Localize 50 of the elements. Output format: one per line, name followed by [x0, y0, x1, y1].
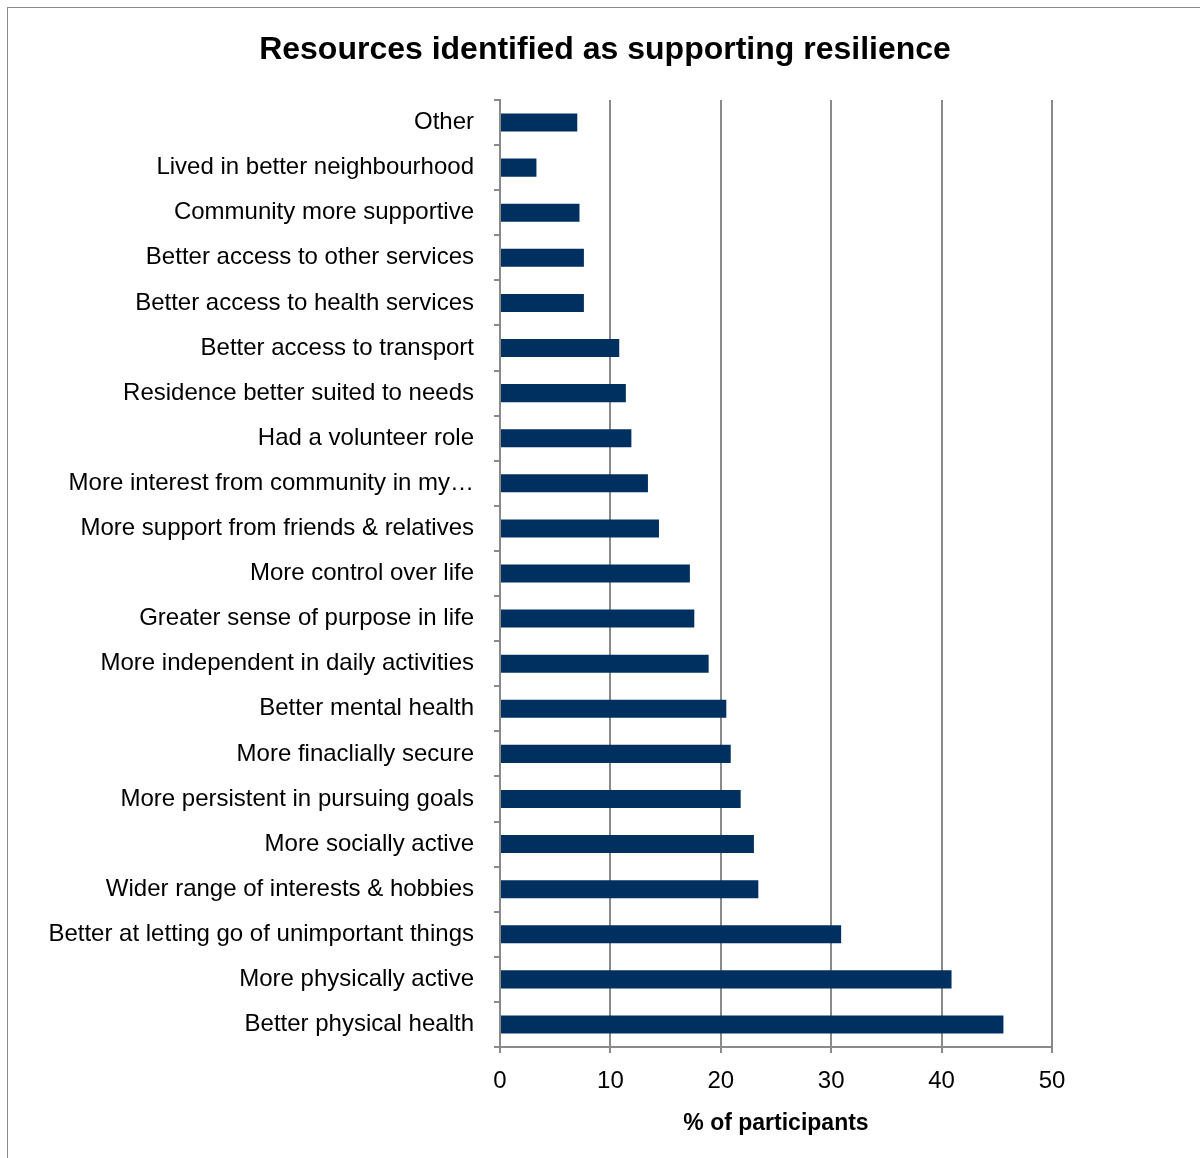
bar [501, 925, 842, 944]
x-tick-label: 0 [493, 1066, 507, 1094]
y-tick-label: Better access to other services [145, 242, 474, 270]
y-tick-label: Better mental health [259, 693, 474, 721]
y-tick-label: Lived in better neighbourhood [156, 152, 474, 180]
bar [501, 835, 754, 854]
bar [501, 113, 578, 132]
bar [501, 880, 759, 899]
y-tick-label: More control over life [249, 558, 474, 586]
y-tick-label: Better at letting go of unimportant things [48, 918, 474, 946]
y-tick-label: Had a volunteer role [257, 422, 474, 450]
bar [501, 564, 690, 583]
bar [501, 654, 709, 673]
x-tick-label: 50 [1038, 1066, 1066, 1094]
bar [501, 744, 731, 763]
y-tick-label: Greater sense of purpose in life [139, 603, 474, 631]
y-tick-label: Better access to transport [200, 332, 475, 360]
y-tick-label: Community more supportive [173, 197, 474, 225]
bar [501, 293, 584, 312]
y-tick-label: More physically active [239, 963, 474, 991]
bar [501, 384, 626, 403]
chart-title: Resources identified as supporting resilience [259, 29, 951, 66]
y-tick-label: More interest from community in my… [68, 467, 474, 495]
x-tick-label: 30 [817, 1066, 845, 1094]
bar [501, 789, 741, 808]
y-tick-label: Residence better suited to needs [123, 377, 474, 405]
y-tick-label: Wider range of interests & hobbies [105, 873, 474, 901]
bar [501, 970, 952, 989]
y-tick-label: Other [413, 107, 474, 135]
bar [501, 699, 727, 718]
y-tick-label: More persistent in pursuing goals [120, 783, 474, 811]
x-tick-label: 20 [707, 1066, 735, 1094]
y-tick-label: More socially active [264, 828, 474, 856]
y-tick-label: More finaclially secure [236, 738, 474, 766]
x-tick-label: 40 [928, 1066, 955, 1094]
x-tick-label: 10 [597, 1066, 624, 1094]
x-axis-title: % of participants [683, 1108, 869, 1135]
bar [501, 158, 537, 177]
bar [501, 609, 695, 628]
bar [501, 248, 584, 267]
y-tick-label: Better access to health services [135, 287, 474, 315]
y-tick-label: More support from friends & relatives [80, 513, 474, 541]
bar [501, 519, 659, 538]
bar [501, 1015, 1004, 1034]
bar [501, 474, 648, 493]
bar [501, 203, 580, 222]
y-tick-label: More independent in daily activities [100, 648, 474, 676]
y-tick-label: Better physical health [244, 1009, 474, 1037]
bar [501, 339, 620, 358]
bar [501, 429, 632, 448]
